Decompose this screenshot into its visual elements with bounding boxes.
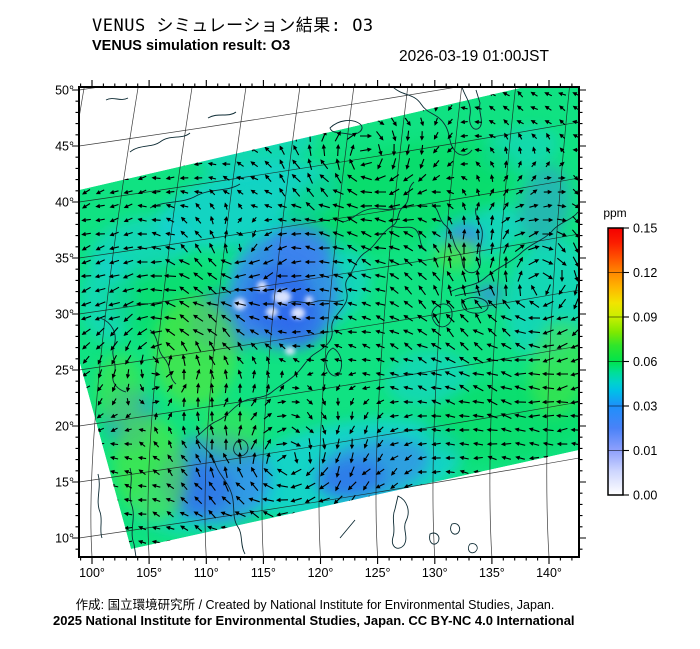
lon-axis-label: 120° bbox=[308, 566, 334, 580]
coastline-path bbox=[207, 111, 237, 119]
graticule-meridian bbox=[489, 88, 516, 556]
field-blob bbox=[272, 224, 332, 272]
coastline-path bbox=[129, 467, 137, 556]
coastline-path bbox=[339, 519, 356, 539]
lat-axis-label: 40° bbox=[55, 196, 74, 210]
colorbar-tick-label: 0.15 bbox=[633, 222, 657, 236]
field-low-spot bbox=[257, 281, 267, 291]
lat-axis-label: 20° bbox=[55, 420, 74, 434]
coastline-path bbox=[233, 439, 249, 457]
graticule-parallel bbox=[80, 401, 578, 483]
lon-axis-label: 140° bbox=[536, 566, 562, 580]
coastline-path bbox=[431, 303, 453, 328]
field-blob bbox=[529, 320, 578, 416]
coastline-path bbox=[454, 285, 493, 297]
credit-line: 作成: 国立環境研究所 / Created by National Instit… bbox=[75, 598, 555, 612]
lat-axis-label: 10° bbox=[55, 532, 74, 546]
coastline-path bbox=[450, 523, 461, 535]
graticule-parallel bbox=[80, 177, 578, 259]
graticule-meridian bbox=[375, 88, 408, 556]
license-line: 2025 National Institute for Environmenta… bbox=[53, 613, 575, 628]
field-blob bbox=[519, 165, 571, 245]
colorbar-tick-label: 0.09 bbox=[633, 311, 657, 325]
lon-axis-label: 105° bbox=[136, 566, 162, 580]
colorbar-tick-label: 0.01 bbox=[633, 444, 657, 458]
graticule-meridian bbox=[660, 88, 677, 557]
colorbar-tick-label: 0.00 bbox=[633, 489, 657, 503]
coastline-path bbox=[149, 329, 177, 385]
coastline-path bbox=[129, 132, 191, 153]
coastline-path bbox=[149, 183, 241, 209]
lon-axis-label: 115° bbox=[251, 566, 276, 580]
graticule-parallel bbox=[80, 345, 578, 427]
coastline-path bbox=[325, 347, 343, 377]
colorbar-tick-label: 0.06 bbox=[633, 355, 657, 369]
field-blob bbox=[96, 354, 144, 426]
coastline-path bbox=[105, 97, 129, 101]
field-blob bbox=[200, 406, 260, 454]
colorbar: ppm 0.15 0.12 0.09 0.06 0.03 0.01 0.00 bbox=[603, 206, 657, 503]
lat-axis-label: 30° bbox=[55, 308, 74, 322]
colorbar-tick-label: 0.12 bbox=[633, 266, 657, 280]
colorbar-tick-label: 0.03 bbox=[633, 400, 657, 414]
coastline-path bbox=[195, 225, 393, 438]
lon-axis-label: 130° bbox=[422, 566, 448, 580]
coastline-path bbox=[429, 532, 440, 545]
coastline-path bbox=[461, 297, 489, 314]
coastline-path bbox=[329, 120, 363, 135]
axis-labels: 50° 45° 40° 35° 30° 25° 20° 15° 10° 100° 105° 110° 1… bbox=[55, 84, 562, 581]
coastline-path bbox=[449, 211, 578, 293]
graticule-meridian bbox=[546, 88, 570, 556]
field-low-spot bbox=[285, 347, 295, 355]
field-low-spot bbox=[266, 307, 278, 317]
page-title-japanese: VENUS シミュレーション結果: O3 bbox=[92, 16, 374, 36]
field-blob bbox=[434, 238, 478, 270]
map-frame bbox=[78, 86, 580, 558]
coastline-path bbox=[393, 88, 473, 156]
field-low-spot bbox=[305, 296, 313, 304]
timestamp-label: 2026-03-19 01:00JST bbox=[399, 48, 549, 65]
graticule-parallel bbox=[80, 88, 454, 147]
graticule-meridian bbox=[0, 88, 30, 557]
graticule-parallel bbox=[79, 0, 579, 34]
lat-axis-label: 35° bbox=[55, 252, 74, 266]
coastline-path bbox=[467, 543, 478, 554]
field-low-spot bbox=[291, 307, 305, 319]
lon-axis-label: 100° bbox=[79, 566, 105, 580]
graticule-parallel bbox=[80, 88, 96, 91]
lat-axis-label: 45° bbox=[55, 140, 74, 154]
lat-axis-label: 50° bbox=[55, 84, 74, 98]
axis-ticks bbox=[72, 80, 586, 564]
graticule-parallel bbox=[80, 289, 578, 371]
lat-axis-label: 15° bbox=[55, 476, 74, 490]
field-low-spot bbox=[273, 290, 291, 304]
field-blob bbox=[282, 140, 518, 250]
coastline-path bbox=[391, 495, 409, 549]
graticule-meridian bbox=[318, 88, 355, 556]
lon-axis-label: 125° bbox=[365, 566, 391, 580]
lon-axis-label: 110° bbox=[194, 566, 219, 580]
graticule-meridian bbox=[432, 88, 462, 556]
coastline-path bbox=[287, 299, 345, 304]
coastline-path bbox=[97, 473, 103, 539]
coastline-path bbox=[431, 203, 483, 274]
page-title-english: VENUS simulation result: O3 bbox=[92, 38, 291, 54]
field-blob bbox=[153, 297, 237, 407]
graticule-parallel bbox=[80, 121, 578, 203]
lon-axis-label: 135° bbox=[479, 566, 505, 580]
map-frame-and-ticks bbox=[72, 80, 586, 564]
lat-axis-label: 25° bbox=[55, 364, 74, 378]
coastline-path bbox=[461, 88, 482, 130]
field-blob bbox=[113, 413, 187, 523]
colorbar-unit-label: ppm bbox=[603, 206, 626, 220]
field-blob bbox=[386, 349, 470, 407]
